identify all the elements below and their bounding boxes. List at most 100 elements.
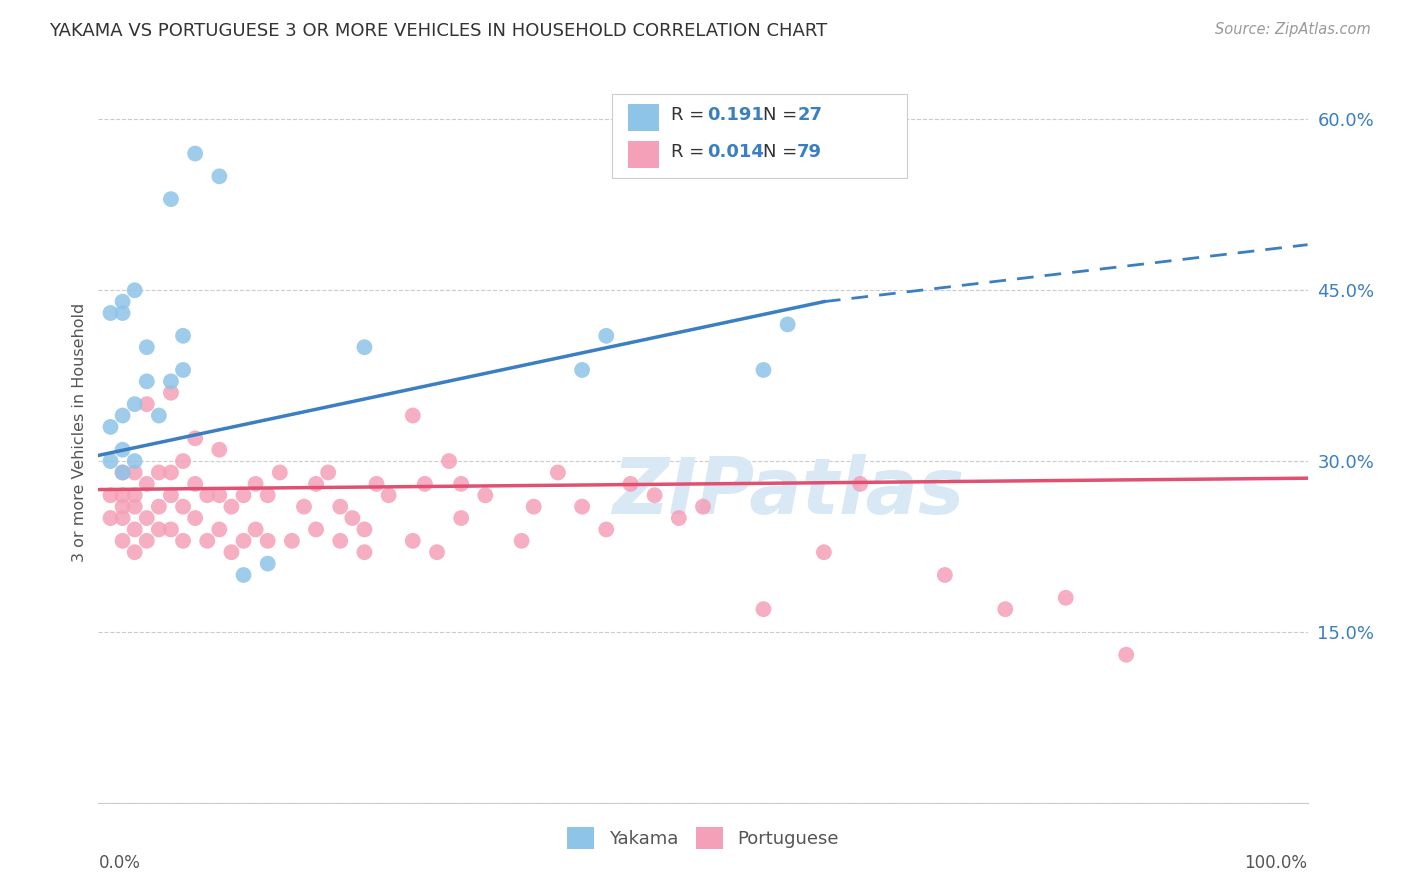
Point	[437, 454, 460, 468]
Point	[111, 466, 134, 480]
Text: ZIPatlas: ZIPatlas	[612, 454, 963, 530]
Point	[547, 466, 569, 480]
Text: R =: R =	[671, 106, 710, 124]
Point	[160, 523, 183, 537]
Point	[135, 375, 157, 389]
Point	[994, 602, 1017, 616]
Point	[329, 500, 352, 514]
Point	[1115, 648, 1137, 662]
Point	[148, 523, 170, 537]
Point	[232, 488, 254, 502]
Point	[450, 511, 472, 525]
Point	[776, 318, 799, 332]
Point	[100, 488, 122, 502]
Point	[208, 523, 231, 537]
Point	[124, 500, 146, 514]
Point	[111, 306, 134, 320]
Text: 100.0%: 100.0%	[1244, 854, 1308, 872]
Point	[148, 409, 170, 423]
Point	[245, 476, 267, 491]
Point	[124, 523, 146, 537]
Text: 0.191: 0.191	[707, 106, 763, 124]
Text: 0.014: 0.014	[707, 143, 763, 161]
Point	[195, 488, 218, 502]
Point	[316, 466, 339, 480]
Point	[644, 488, 666, 502]
Point	[111, 294, 134, 309]
Point	[342, 511, 364, 525]
Point	[619, 476, 641, 491]
Point	[184, 511, 207, 525]
Point	[510, 533, 533, 548]
Text: Source: ZipAtlas.com: Source: ZipAtlas.com	[1215, 22, 1371, 37]
Point	[402, 533, 425, 548]
Point	[184, 146, 207, 161]
Point	[172, 500, 194, 514]
Point	[595, 328, 617, 343]
Legend: Yakama, Portuguese: Yakama, Portuguese	[560, 821, 846, 856]
Point	[111, 466, 134, 480]
Point	[353, 545, 375, 559]
Point	[124, 545, 146, 559]
Text: YAKAMA VS PORTUGUESE 3 OR MORE VEHICLES IN HOUSEHOLD CORRELATION CHART: YAKAMA VS PORTUGUESE 3 OR MORE VEHICLES …	[49, 22, 828, 40]
Point	[195, 533, 218, 548]
Point	[353, 523, 375, 537]
Point	[111, 533, 134, 548]
Point	[1054, 591, 1077, 605]
Point	[172, 328, 194, 343]
Point	[366, 476, 388, 491]
Point	[135, 533, 157, 548]
Point	[111, 409, 134, 423]
Y-axis label: 3 or more Vehicles in Household: 3 or more Vehicles in Household	[72, 303, 87, 562]
Point	[377, 488, 399, 502]
Point	[148, 500, 170, 514]
Point	[305, 476, 328, 491]
Point	[256, 557, 278, 571]
Point	[571, 500, 593, 514]
Point	[523, 500, 546, 514]
Point	[111, 511, 134, 525]
Point	[450, 476, 472, 491]
Point	[100, 454, 122, 468]
Point	[692, 500, 714, 514]
Point	[148, 466, 170, 480]
Point	[353, 340, 375, 354]
Point	[256, 533, 278, 548]
Point	[292, 500, 315, 514]
Point	[124, 466, 146, 480]
Point	[813, 545, 835, 559]
Point	[100, 511, 122, 525]
Point	[135, 340, 157, 354]
Point	[752, 602, 775, 616]
Point	[281, 533, 304, 548]
Point	[232, 568, 254, 582]
Point	[111, 442, 134, 457]
Point	[160, 488, 183, 502]
Point	[124, 454, 146, 468]
Point	[256, 488, 278, 502]
Point	[124, 488, 146, 502]
Point	[172, 454, 194, 468]
Point	[221, 545, 243, 559]
Text: R =: R =	[671, 143, 710, 161]
Point	[100, 420, 122, 434]
Point	[232, 533, 254, 548]
Point	[160, 466, 183, 480]
Text: N =: N =	[763, 106, 803, 124]
Point	[208, 488, 231, 502]
Point	[111, 500, 134, 514]
Point	[595, 523, 617, 537]
Point	[184, 431, 207, 445]
Text: 0.0%: 0.0%	[98, 854, 141, 872]
Point	[245, 523, 267, 537]
Point	[221, 500, 243, 514]
Point	[402, 409, 425, 423]
Point	[305, 523, 328, 537]
Point	[474, 488, 496, 502]
Point	[124, 397, 146, 411]
Text: 27: 27	[797, 106, 823, 124]
Point	[329, 533, 352, 548]
Text: N =: N =	[763, 143, 803, 161]
Point	[172, 533, 194, 548]
Point	[135, 511, 157, 525]
